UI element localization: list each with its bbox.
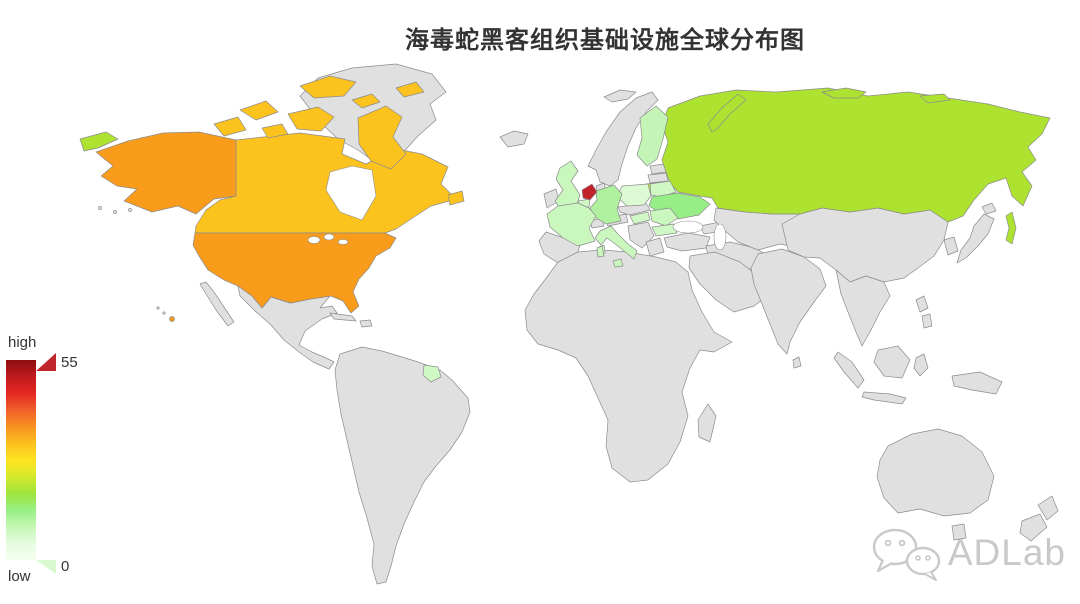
hudson-bay [325, 165, 377, 221]
black-sea [672, 220, 704, 234]
region-hispaniola[interactable] [359, 319, 373, 328]
great-lake [307, 236, 321, 244]
water-overlays [307, 165, 727, 251]
europe-colored-group[interactable] [422, 105, 711, 383]
canada-group[interactable] [194, 75, 465, 234]
wechat-icon [872, 528, 941, 581]
region-sri-lanka[interactable] [792, 356, 802, 369]
region-aleutian-islet[interactable] [128, 208, 132, 212]
region-france[interactable] [546, 202, 597, 247]
region-hawaii-islet[interactable] [162, 311, 166, 315]
region-hungary[interactable] [629, 211, 651, 225]
region-japan[interactable] [956, 213, 995, 264]
region-poland[interactable] [616, 183, 652, 207]
region-finland[interactable] [636, 105, 669, 167]
region-hokkaido[interactable] [981, 202, 997, 215]
russia-group[interactable] [79, 87, 1051, 245]
region-italy[interactable] [594, 225, 638, 260]
usa-group[interactable] [95, 131, 397, 322]
region-philippines-south[interactable] [921, 313, 933, 329]
region-australia[interactable] [876, 428, 995, 517]
region-aleutian-islet[interactable] [98, 206, 102, 210]
region-russia[interactable] [661, 87, 1051, 223]
caspian-sea [713, 223, 727, 251]
great-lake [323, 233, 335, 241]
region-alaska[interactable] [95, 131, 237, 215]
visualmap-low-label: low [8, 568, 31, 585]
region-newfoundland[interactable] [447, 190, 465, 206]
region-bulgaria[interactable] [651, 223, 678, 237]
region-canada-island[interactable] [239, 100, 279, 121]
region-sardinia[interactable] [596, 245, 605, 258]
region-philippines[interactable] [915, 295, 929, 313]
region-canada-island[interactable] [261, 123, 289, 139]
region-aleutian-islet[interactable] [113, 210, 117, 214]
region-canada-baffin[interactable] [357, 105, 407, 170]
region-south-america[interactable] [334, 346, 471, 585]
region-hawaii-islet[interactable] [156, 306, 160, 310]
region-new-guinea[interactable] [951, 371, 1003, 395]
region-arctic-island[interactable] [821, 87, 867, 99]
region-cuba[interactable] [329, 312, 357, 322]
region-baja[interactable] [199, 281, 235, 327]
region-arctic-island[interactable] [919, 93, 951, 104]
region-french-guiana[interactable] [422, 364, 442, 383]
visualmap-high-label: high [8, 334, 37, 351]
region-germany[interactable] [589, 184, 623, 225]
region-new-zealand-south[interactable] [1019, 513, 1048, 542]
region-greece[interactable] [645, 237, 665, 257]
region-korea[interactable] [943, 236, 959, 256]
region-iceland[interactable] [499, 130, 529, 148]
region-usa-mainland[interactable] [192, 232, 397, 314]
region-sakhalin[interactable] [1005, 211, 1017, 245]
region-canada-island[interactable] [351, 93, 381, 109]
region-novaya-zemlya[interactable] [707, 93, 747, 133]
watermark: ADLab [868, 524, 1066, 582]
region-canada-victoria[interactable] [287, 106, 335, 132]
great-lake [337, 239, 349, 245]
region-svalbard[interactable] [603, 89, 637, 103]
region-india[interactable] [750, 248, 827, 355]
region-hawaii[interactable] [169, 316, 175, 322]
region-sicily[interactable] [612, 258, 624, 268]
region-canada-island[interactable] [395, 81, 425, 98]
visualmap-min-value: 0 [61, 558, 70, 575]
region-sulawesi[interactable] [913, 353, 929, 377]
visualmap-max-value: 55 [61, 354, 78, 371]
region-new-zealand-north[interactable] [1037, 495, 1059, 521]
region-arabia[interactable] [688, 251, 771, 313]
region-sumatra[interactable] [833, 351, 865, 389]
region-chukotka-west[interactable] [79, 131, 119, 152]
region-java[interactable] [861, 391, 907, 405]
region-netherlands[interactable] [581, 183, 598, 201]
region-tasmania[interactable] [951, 523, 967, 541]
visualmap-gradient-bar[interactable] [6, 360, 36, 560]
no-data-regions[interactable] [98, 63, 1059, 585]
region-borneo[interactable] [873, 345, 911, 379]
chart-title: 海毒蛇黑客组织基础设施全球分布图 [405, 27, 805, 54]
region-africa[interactable] [524, 249, 733, 483]
region-madagascar[interactable] [697, 403, 717, 443]
watermark-text: ADLab [947, 532, 1066, 573]
region-indochina[interactable] [835, 269, 891, 347]
region-canada-ellesmere[interactable] [299, 75, 357, 99]
region-canada-island[interactable] [213, 116, 247, 137]
region-romania[interactable] [649, 207, 679, 227]
region-turkey[interactable] [663, 232, 711, 252]
